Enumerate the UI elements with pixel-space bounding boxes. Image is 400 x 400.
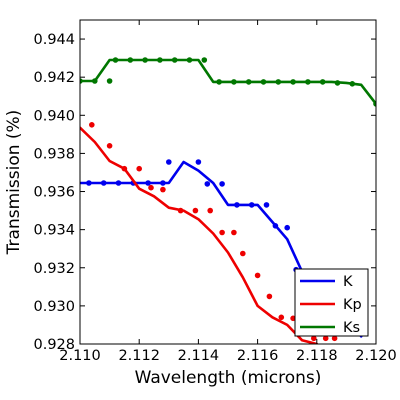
series-kp-point-11 [240, 250, 246, 257]
legend: K Kp Ks [294, 268, 369, 337]
legend-label-ks: Ks [343, 320, 360, 336]
series-ks-point-11 [231, 79, 237, 85]
legend-item-ks: Ks [300, 320, 360, 336]
x-axis-label: Wavelength (microns) [135, 368, 322, 388]
series-kp-point-0 [89, 122, 95, 128]
series-ks-point-5 [142, 57, 148, 63]
series-kp-point-3 [136, 165, 142, 172]
y-tick-label-4: 0.936 [33, 185, 75, 201]
series-ks-point-18 [334, 80, 341, 86]
series-kp-point-5 [160, 186, 166, 193]
series-ks-point-19 [349, 81, 356, 87]
y-tick-label-0: 0.928 [33, 337, 75, 353]
series-kp-point-19 [331, 335, 338, 342]
legend-label-kp: Kp [343, 297, 362, 313]
legend-item-k: K [300, 274, 353, 290]
x-tick-label-0: 2.110 [59, 348, 101, 364]
legend-label-k: K [343, 274, 353, 290]
y-axis-label: Transmission (%) [4, 110, 24, 256]
y-tick-label-1: 0.930 [33, 299, 75, 315]
x-tick-label-4: 2.118 [296, 348, 338, 364]
series-ks-point-2 [106, 78, 113, 84]
series-ks-point-12 [245, 79, 252, 85]
series-ks [80, 57, 376, 107]
series-kp-point-9 [219, 229, 225, 236]
y-tick-label-6: 0.940 [33, 108, 75, 124]
series-ks-point-6 [157, 57, 163, 63]
series-kp-point-2 [121, 165, 128, 172]
series-kp-point-17 [311, 335, 317, 342]
series-kp [80, 122, 338, 344]
series-k-point-10 [234, 202, 240, 208]
series-k-point-7 [195, 159, 202, 165]
y-tick-label-7: 0.942 [33, 70, 75, 86]
series-k-point-9 [219, 181, 225, 187]
legend-item-kp: Kp [300, 297, 362, 313]
series-kp-point-1 [106, 143, 113, 149]
x-tick-label-1: 2.112 [118, 348, 160, 364]
series-k-point-11 [248, 202, 255, 208]
series-ks-point-14 [275, 79, 282, 85]
series-ks-point-7 [171, 57, 178, 63]
x-tick-label-3: 2.116 [237, 348, 279, 364]
series-layer [80, 57, 376, 344]
series-ks-point-3 [112, 57, 119, 63]
series-kp-line [80, 126, 319, 344]
series-k-point-4 [145, 180, 151, 186]
series-kp-point-12 [254, 272, 261, 279]
y-tick-label-3: 0.934 [33, 223, 75, 239]
series-kp-point-10 [231, 229, 237, 236]
series-k-point-5 [160, 180, 166, 186]
series-k-point-2 [115, 180, 122, 186]
series-ks-point-15 [290, 79, 296, 85]
series-ks-point-10 [216, 79, 222, 85]
plot-frame [79, 19, 377, 345]
series-kp-point-13 [266, 293, 273, 300]
y-tick-label-8: 0.944 [33, 32, 75, 48]
y-tick-label-5: 0.938 [33, 146, 75, 162]
series-k-point-1 [100, 180, 107, 186]
series-ks-point-1 [92, 78, 98, 84]
x-tick-label-2: 2.114 [178, 348, 220, 364]
series-ks-point-4 [127, 57, 134, 63]
series-k-point-13 [272, 223, 279, 229]
series-k-point-0 [86, 180, 92, 186]
series-k-point-12 [263, 202, 270, 208]
ticks-layer: 2.110 2.112 2.114 2.116 2.118 2.120 0.928 0.930… [33, 20, 397, 364]
series-ks-point-16 [305, 79, 311, 85]
series-kp-point-8 [207, 207, 213, 214]
series-ks-point-20 [373, 101, 376, 107]
x-tick-label-5: 2.120 [355, 348, 397, 364]
y-tick-label-2: 0.932 [33, 261, 75, 277]
series-kp-point-18 [322, 335, 329, 342]
series-k-point-8 [204, 181, 211, 187]
series-ks-point-0 [80, 78, 83, 84]
series-ks-point-8 [186, 57, 193, 63]
series-ks-point-9 [201, 57, 208, 63]
series-kp-point-4 [148, 184, 154, 191]
series-k-point-6 [166, 159, 172, 165]
series-ks-point-17 [319, 79, 326, 85]
series-kp-point-14 [278, 314, 285, 321]
series-ks-point-13 [260, 79, 267, 85]
series-k-point-14 [284, 224, 291, 231]
series-kp-point-7 [192, 207, 199, 214]
series-kp-point-6 [177, 207, 184, 214]
